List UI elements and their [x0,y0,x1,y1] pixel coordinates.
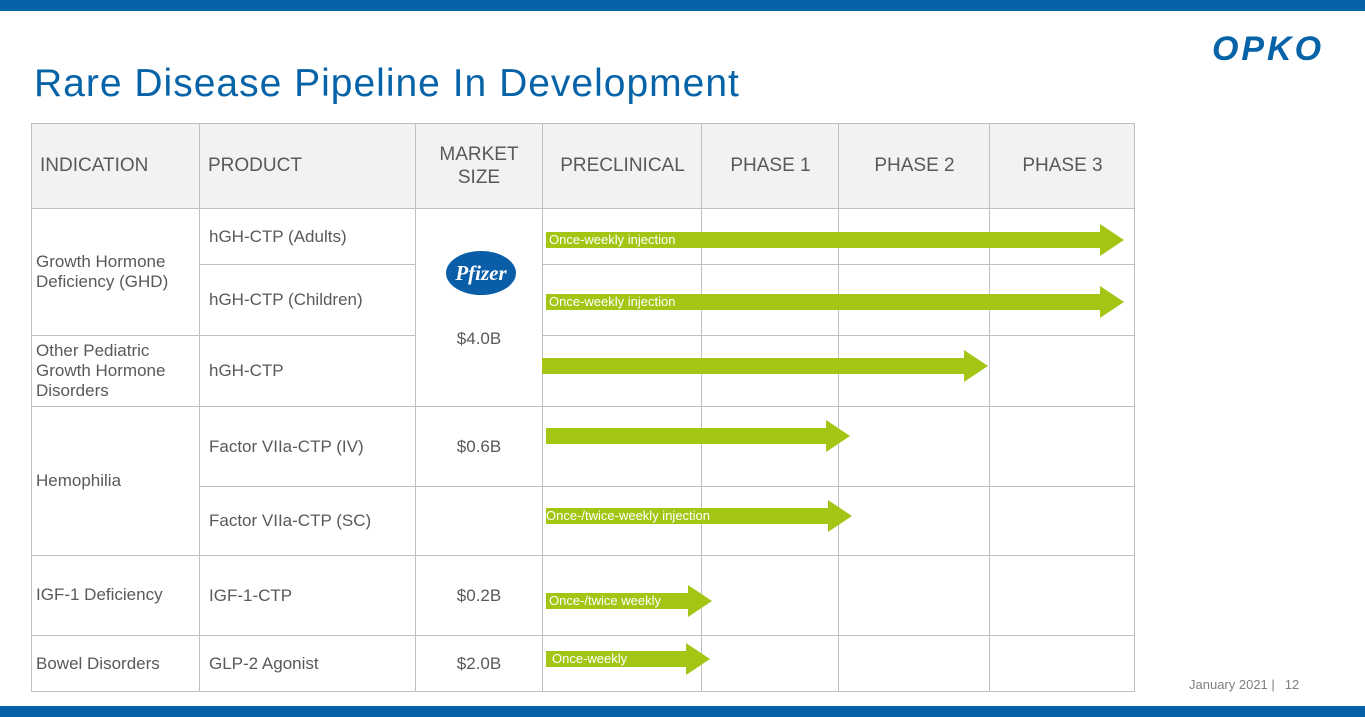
indication-cell: Bowel Disorders [36,654,160,673]
indication-cell: IGF-1 Deficiency [36,585,163,604]
product-cell: hGH-CTP (Adults) [209,227,347,246]
col-divider [701,123,702,692]
opko-logo: OPKO [1212,31,1324,65]
pfizer-logo: Pfizer [446,251,516,295]
header-preclinical: PRECLINICAL [543,123,702,208]
progress-arrow: Once-weekly [546,643,710,675]
market-size-cell: $0.6B [456,437,502,456]
product-cell: IGF-1-CTP [209,586,293,605]
indication-cell: Other Pediatric Growth Hormone Disorders [36,341,166,400]
market-size-cell: $0.2B [456,586,502,605]
market-size-cell: $4.0B [456,329,502,348]
row-divider [31,208,1135,209]
product-cell: GLP-2 Agonist [209,654,319,673]
progress-arrow: Once-/twice weekly [546,585,712,617]
page-number: 12 [1284,677,1300,692]
row-divider [542,335,1135,336]
row-divider [199,264,415,265]
row-divider [31,555,1135,556]
progress-arrow [542,350,988,382]
product-cell: hGH-CTP [209,361,284,380]
header-indication: INDICATION [40,123,200,208]
table-border [31,123,1135,692]
page-title: Rare Disease Pipeline In Development [34,62,740,105]
header-phase-1: PHASE 1 [702,123,839,208]
col-divider [542,123,543,692]
indication-cell: Hemophilia [36,471,122,490]
header-phase-3: PHASE 3 [990,123,1135,208]
header-product: PRODUCT [208,123,408,208]
footer-date: January 2021 | [1189,677,1275,692]
pipeline-table: INDICATION PRODUCT MARKET SIZE PRECLINIC… [31,123,1135,692]
svg-text:OPKO: OPKO [1212,31,1324,65]
header-phase-2: PHASE 2 [839,123,990,208]
col-divider [415,123,416,692]
footer: January 2021 | 12 [1189,677,1299,692]
row-divider [542,264,1135,265]
top-accent-bar [0,0,1365,11]
col-divider [838,123,839,692]
row-divider [31,335,415,336]
col-divider [199,123,200,692]
bottom-accent-bar [0,706,1365,717]
col-divider [989,123,990,692]
progress-arrow: Once-weekly injection [546,286,1124,318]
product-cell: Factor VIIa-CTP (SC) [209,511,372,530]
row-divider [31,635,1135,636]
product-cell: hGH-CTP (Children) [209,290,363,309]
row-divider [31,406,1135,407]
header-market-size: MARKET SIZE [416,123,542,208]
row-divider [199,486,1135,487]
market-size-cell: $2.0B [456,654,502,673]
progress-arrow: Once-weekly injection [546,224,1124,256]
svg-text:Pfizer: Pfizer [454,261,507,285]
progress-arrow: Once-/twice-weekly injection [546,500,852,532]
indication-cell: Growth Hormone Deficiency (GHD) [36,252,169,291]
progress-arrow [546,420,850,452]
product-cell: Factor VIIa-CTP (IV) [209,437,364,456]
